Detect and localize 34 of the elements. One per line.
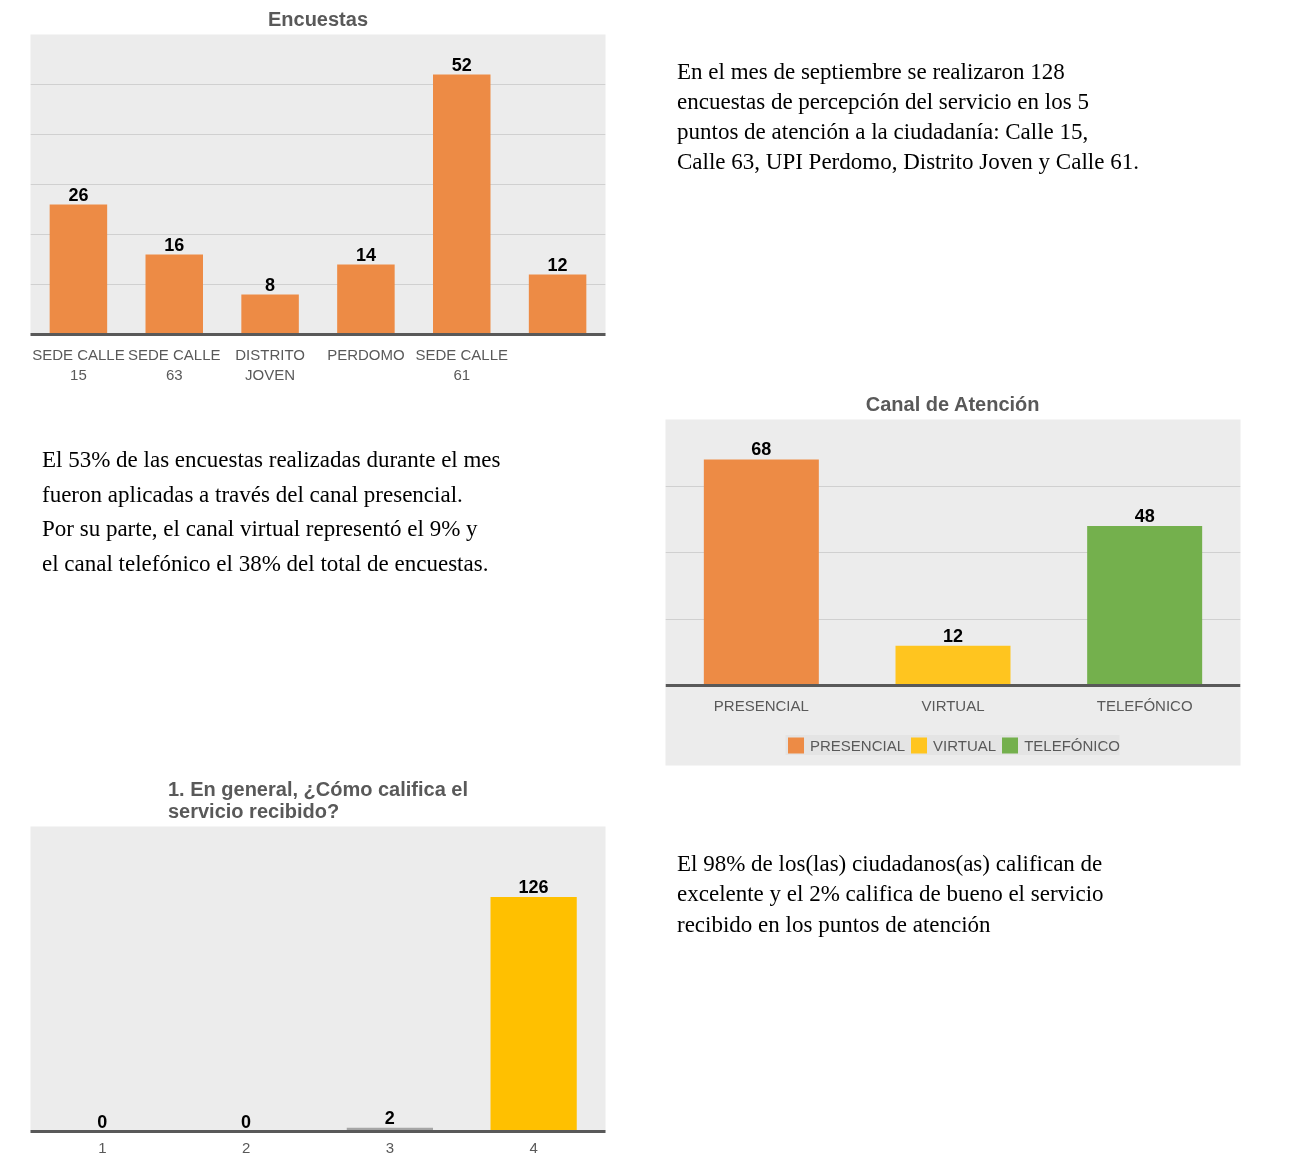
x-tick-label: 3	[385, 1138, 395, 1156]
text: En el mes de septiembre se realizaron 128 encuestas de percepción del servicio en los 5 puntos de atención a la ciudadanía: Calle 15, Calle 63, UPI Perdomo, Distrito Joven y Calle 61.	[677, 58, 1139, 174]
x-tick-label: 4	[529, 1138, 538, 1156]
data-label: 26	[68, 184, 89, 205]
x-tick-label: PRESENCIAL	[713, 696, 809, 714]
x-tick-label: 1	[98, 1138, 107, 1156]
data-label: 14	[355, 244, 376, 265]
chart-title: Encuestas	[267, 7, 369, 30]
data-label: 12	[547, 254, 568, 275]
x-tick-label: SEDE CALLE 63	[127, 345, 221, 383]
data-label: 0	[241, 1111, 252, 1132]
x-tick-label: SEDE CALLE 61	[415, 345, 509, 383]
x-tick-label: TELEFÓNICO	[1096, 696, 1193, 714]
x-tick-label: PERDOMO	[327, 345, 405, 363]
chart-title: Canal de Atención	[865, 392, 1040, 415]
data-label: 48	[1134, 505, 1155, 526]
data-label: 52	[451, 54, 472, 75]
legend-label: PRESENCIAL	[810, 736, 906, 754]
x-tick-label: VIRTUAL	[921, 696, 985, 714]
data-label: 12	[942, 625, 964, 646]
chart-title: 1. En general, ¿Cómo califica el servicio recibido?	[167, 777, 469, 822]
data-label: 8	[265, 274, 276, 295]
legend-label: TELEFÓNICO	[1024, 736, 1120, 754]
text: El 98% de los(las) ciudadanos(as) califican de excelente y el 2% califica de bueno el servicio recibido en los puntos de atención	[677, 850, 1104, 937]
x-tick-label: 2	[241, 1138, 251, 1156]
x-tick-label: DISTRITO JOVEN	[235, 345, 305, 383]
x-tick-label: SEDE CALLE 15	[32, 345, 125, 383]
text: El 53% de las encuestas realizadas durante el mes fueron aplicadas a través del canal presencial. Por su parte, el canal virtual representó el 9% y el canal telefónico el 38% del total de encuestas.	[42, 447, 501, 576]
legend-label: VIRTUAL	[933, 736, 997, 754]
data-label: 2	[384, 1107, 395, 1128]
data-label: 16	[164, 234, 185, 255]
data-label: 126	[518, 876, 549, 897]
data-label: 0	[97, 1111, 108, 1132]
data-label: 68	[751, 439, 772, 460]
